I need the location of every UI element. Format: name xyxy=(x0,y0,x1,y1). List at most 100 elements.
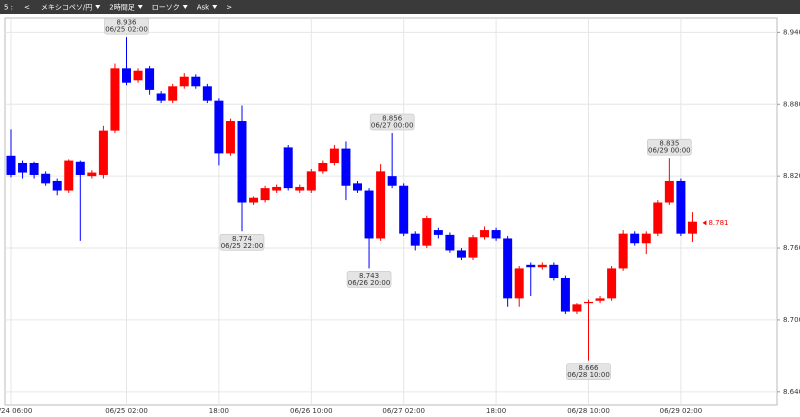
annotation-value: 8.774 xyxy=(232,235,253,243)
current-price-label: 8.781 xyxy=(708,219,728,227)
candle-body xyxy=(468,237,478,258)
candle-body xyxy=(491,230,501,239)
candle-body xyxy=(353,183,362,191)
candle-body xyxy=(225,121,235,154)
current-price-marker xyxy=(702,220,707,226)
candle-body xyxy=(560,277,570,312)
toolbar-button[interactable]: Ask xyxy=(197,4,210,12)
candle-body xyxy=(595,298,605,301)
toolbar-button[interactable]: < xyxy=(24,4,30,12)
candle-body xyxy=(18,162,28,173)
y-tick-label: 8.760 xyxy=(783,244,800,252)
candle-body xyxy=(514,268,524,299)
candle-body xyxy=(156,93,166,101)
annotation-box xyxy=(647,138,692,156)
candle-body xyxy=(526,264,536,268)
toolbar-button[interactable]: メキシコペソ/円 xyxy=(41,4,92,12)
candle-body xyxy=(75,161,85,175)
x-tick-label: 06/28 10:00 xyxy=(567,407,610,415)
annotation-box xyxy=(104,17,149,35)
x-tick-label: 06/27 02:00 xyxy=(382,407,425,415)
candle-body xyxy=(537,264,547,268)
y-tick-label: 8.700 xyxy=(783,316,800,324)
candle-body xyxy=(329,148,339,163)
candle-body xyxy=(168,86,178,101)
candle-body xyxy=(364,190,374,239)
candle-body xyxy=(503,238,513,299)
candle-body xyxy=(145,68,155,90)
candle-body xyxy=(433,230,443,235)
candle-body xyxy=(272,186,282,191)
dropdown-arrow xyxy=(182,5,188,9)
candle-body xyxy=(41,173,51,184)
annotation-time: 06/25 02:00 xyxy=(105,26,148,34)
annotation-value: 8.856 xyxy=(382,115,403,123)
candle-body xyxy=(664,180,674,203)
candle-body xyxy=(110,68,120,131)
annotation-box xyxy=(369,113,415,131)
x-tick-label: 06/25 02:00 xyxy=(105,407,148,415)
candle-body xyxy=(618,233,628,269)
candle-body xyxy=(607,268,617,299)
dropdown-arrow xyxy=(137,5,143,9)
candle-body xyxy=(64,160,74,191)
candle-body xyxy=(376,171,386,239)
candle-body xyxy=(133,70,143,81)
annotation-time: 06/26 20:00 xyxy=(348,279,391,287)
candle-body xyxy=(283,147,293,189)
candle-body xyxy=(295,186,305,191)
candle-body xyxy=(6,155,16,175)
candle-body xyxy=(549,264,559,278)
x-tick-label: 06/29 02:00 xyxy=(660,407,703,415)
x-tick-label: 18:00 xyxy=(209,407,229,415)
y-tick-label: 8.820 xyxy=(783,172,800,180)
annotation-time: 06/28 10:00 xyxy=(567,371,610,379)
x-tick-label: 06/26 10:00 xyxy=(290,407,333,415)
candle-body xyxy=(410,233,420,246)
candle-body xyxy=(399,185,409,234)
candle-body xyxy=(641,233,651,244)
candle-body xyxy=(584,301,593,304)
dropdown-arrow xyxy=(95,5,101,9)
toolbar-button[interactable]: ローソク xyxy=(152,4,180,12)
annotation-box xyxy=(219,234,265,251)
candle-body xyxy=(387,176,397,186)
annotation-time: 06/27 00:00 xyxy=(371,122,414,130)
plot: 8.640 8.700 8.760 8.820 8.880 8.940 06/24 06:0… xyxy=(0,17,800,415)
annotation-value: 8.936 xyxy=(116,19,137,27)
candle-body xyxy=(572,304,582,312)
candle-body xyxy=(687,221,697,234)
toolbar xyxy=(0,0,800,14)
candle-body xyxy=(202,86,212,101)
candle-body xyxy=(445,234,455,251)
annotation-box xyxy=(346,271,392,288)
y-tick-label: 8.640 xyxy=(783,388,800,396)
plot-area xyxy=(4,17,778,406)
candle-body xyxy=(237,121,247,203)
annotation-value: 8.743 xyxy=(359,272,379,280)
candle-body xyxy=(480,230,490,238)
candle-body xyxy=(306,171,316,191)
candle-body xyxy=(122,68,131,83)
candle-body xyxy=(260,188,270,201)
toolbar-items: 5 : < メキシコペソ/円 2時間足 ローソク Ask > xyxy=(4,4,232,12)
candle-body xyxy=(676,180,686,234)
annotation-value: 8.666 xyxy=(578,364,599,372)
toolbar-button[interactable]: 5 : xyxy=(4,4,13,12)
candle-body xyxy=(318,162,328,172)
candle-body xyxy=(456,250,466,258)
y-tick-label: 8.880 xyxy=(783,100,800,108)
candle-body xyxy=(422,218,432,246)
annotation-value: 8.835 xyxy=(659,140,679,148)
dropdown-arrow xyxy=(212,5,218,9)
candle-body xyxy=(249,197,259,203)
toolbar-button[interactable]: 2時間足 xyxy=(109,4,134,12)
y-tick-label: 8.940 xyxy=(783,28,800,36)
toolbar-button[interactable]: > xyxy=(226,4,232,12)
candle-body xyxy=(653,202,663,234)
candle-body xyxy=(87,172,97,177)
candle-body xyxy=(98,130,108,175)
candle-body xyxy=(191,76,201,87)
candle-body xyxy=(29,162,39,175)
